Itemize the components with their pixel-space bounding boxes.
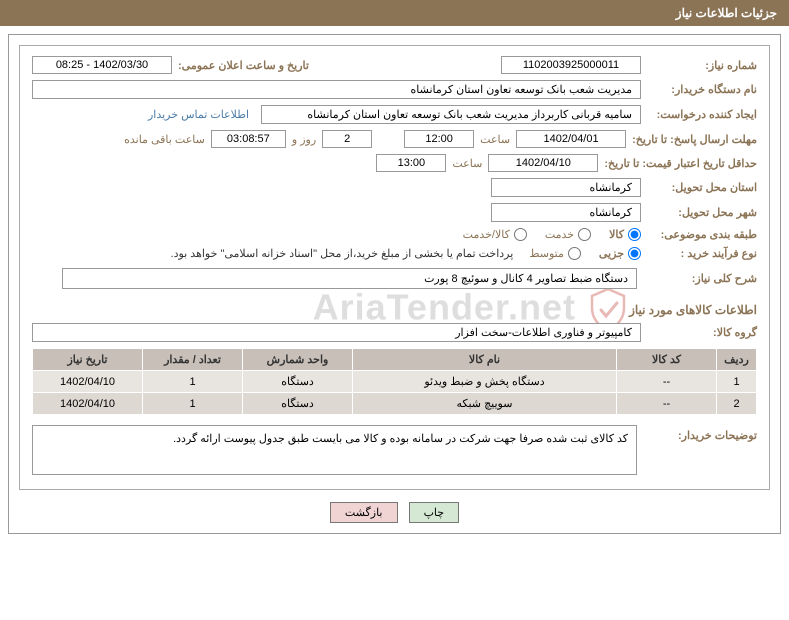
purchase-type-label: نوع فرآیند خرید : [647, 247, 757, 260]
province-label: استان محل تحویل: [647, 181, 757, 194]
th-date: تاریخ نیاز [33, 349, 143, 371]
general-desc-label: شرح کلی نیاز: [647, 272, 757, 285]
row-min-validity: حداقل تاریخ اعتبار قیمت: تا تاریخ: 1402/… [32, 154, 757, 172]
table-row: 2 -- سوییچ شبکه دستگاه 1 1402/04/10 [33, 393, 757, 415]
goods-group-label: گروه کالا: [647, 326, 757, 339]
buyer-notes-label: توضیحات خریدار: [647, 425, 757, 442]
radio-both-input[interactable] [514, 228, 527, 241]
button-row: چاپ بازگشت [19, 502, 770, 523]
goods-info-title: اطلاعات کالاهای مورد نیاز [32, 303, 757, 317]
content-area: شماره نیاز: 1102003925000011 تاریخ و ساع… [32, 56, 757, 475]
cell-name: سوییچ شبکه [353, 393, 617, 415]
th-idx: ردیف [717, 349, 757, 371]
requester-label: ایجاد کننده درخواست: [647, 108, 757, 121]
radio-service[interactable]: خدمت [545, 228, 591, 241]
goods-group-value: کامپیوتر و فناوری اطلاعات-سخت افزار [32, 323, 641, 342]
cell-date: 1402/04/10 [33, 393, 143, 415]
row-goods-group: گروه کالا: کامپیوتر و فناوری اطلاعات-سخت… [32, 323, 757, 342]
cell-code: -- [617, 371, 717, 393]
radio-both[interactable]: کالا/خدمت [463, 228, 527, 241]
cell-qty: 1 [143, 393, 243, 415]
row-buyer-org: نام دستگاه خریدار: مدیریت شعب بانک توسعه… [32, 80, 757, 99]
details-panel: AriaTender.net شماره نیاز: 1102003925000… [19, 45, 770, 490]
radio-medium-input[interactable] [568, 247, 581, 260]
main-container: AriaTender.net شماره نیاز: 1102003925000… [8, 34, 781, 534]
min-validity-label: حداقل تاریخ اعتبار قیمت: تا تاریخ: [604, 157, 757, 170]
min-validity-date: 1402/04/10 [488, 154, 598, 172]
days-remaining: 2 [322, 130, 372, 148]
th-qty: تعداد / مقدار [143, 349, 243, 371]
time-remaining: 03:08:57 [211, 130, 286, 148]
print-button[interactable]: چاپ [409, 502, 460, 523]
row-city: شهر محل تحویل: کرمانشاه [32, 203, 757, 222]
purchase-radio-group: جزیی متوسط [529, 247, 641, 260]
header-title: جزئیات اطلاعات نیاز [676, 6, 777, 20]
th-name: نام کالا [353, 349, 617, 371]
th-unit: واحد شمارش [243, 349, 353, 371]
remaining-label: ساعت باقی مانده [124, 133, 205, 146]
table-header-row: ردیف کد کالا نام کالا واحد شمارش تعداد /… [33, 349, 757, 371]
page-header: جزئیات اطلاعات نیاز [0, 0, 789, 26]
radio-medium[interactable]: متوسط [529, 247, 581, 260]
cell-unit: دستگاه [243, 393, 353, 415]
row-buyer-notes: توضیحات خریدار: کد کالای ثبت شده صرفا جه… [32, 425, 757, 475]
city-value: کرمانشاه [491, 203, 641, 222]
radio-partial[interactable]: جزیی [599, 247, 641, 260]
th-code: کد کالا [617, 349, 717, 371]
cell-name: دستگاه پخش و ضبط ویدئو [353, 371, 617, 393]
days-label: روز و [292, 133, 316, 146]
category-label: طبقه بندی موضوعی: [647, 228, 757, 241]
table-row: 1 -- دستگاه پخش و ضبط ویدئو دستگاه 1 140… [33, 371, 757, 393]
min-validity-time: 13:00 [376, 154, 446, 172]
cell-idx: 2 [717, 393, 757, 415]
contact-buyer-link[interactable]: اطلاعات تماس خریدار [148, 108, 249, 121]
need-number-label: شماره نیاز: [647, 59, 757, 72]
announce-label: تاریخ و ساعت اعلان عمومی: [178, 59, 309, 72]
announce-value: 1402/03/30 - 08:25 [32, 56, 172, 74]
buyer-notes-value: کد کالای ثبت شده صرفا جهت شرکت در سامانه… [32, 425, 637, 475]
buyer-org-label: نام دستگاه خریدار: [647, 83, 757, 96]
province-value: کرمانشاه [491, 178, 641, 197]
cell-date: 1402/04/10 [33, 371, 143, 393]
back-button[interactable]: بازگشت [330, 502, 398, 523]
deadline-time: 12:00 [404, 130, 474, 148]
time-label-1: ساعت [480, 133, 510, 146]
need-number-value: 1102003925000011 [501, 56, 641, 74]
cell-qty: 1 [143, 371, 243, 393]
radio-goods[interactable]: کالا [609, 228, 641, 241]
general-desc-value: دستگاه ضبط تصاویر 4 کانال و سوئیچ 8 پورت [62, 268, 637, 289]
purchase-note: پرداخت تمام یا بخشی از مبلغ خرید،از محل … [171, 247, 514, 260]
row-general-desc: شرح کلی نیاز: دستگاه ضبط تصاویر 4 کانال … [32, 268, 757, 289]
cell-code: -- [617, 393, 717, 415]
city-label: شهر محل تحویل: [647, 206, 757, 219]
radio-partial-input[interactable] [628, 247, 641, 260]
time-label-2: ساعت [452, 157, 482, 170]
row-deadline: مهلت ارسال پاسخ: تا تاریخ: 1402/04/01 سا… [32, 130, 757, 148]
row-category: طبقه بندی موضوعی: کالا خدمت کالا/خدمت [32, 228, 757, 241]
row-purchase-type: نوع فرآیند خرید : جزیی متوسط پرداخت تمام… [32, 247, 757, 260]
radio-service-input[interactable] [578, 228, 591, 241]
cell-unit: دستگاه [243, 371, 353, 393]
category-radio-group: کالا خدمت کالا/خدمت [463, 228, 641, 241]
goods-table: ردیف کد کالا نام کالا واحد شمارش تعداد /… [32, 348, 757, 415]
cell-idx: 1 [717, 371, 757, 393]
deadline-date: 1402/04/01 [516, 130, 626, 148]
requester-value: سامیه قربانی کاربرداز مدیریت شعب بانک تو… [261, 105, 641, 124]
row-province: استان محل تحویل: کرمانشاه [32, 178, 757, 197]
row-requester: ایجاد کننده درخواست: سامیه قربانی کاربرد… [32, 105, 757, 124]
buyer-org-value: مدیریت شعب بانک توسعه تعاون استان کرمانش… [32, 80, 641, 99]
deadline-label: مهلت ارسال پاسخ: تا تاریخ: [632, 133, 757, 146]
row-need-number: شماره نیاز: 1102003925000011 تاریخ و ساع… [32, 56, 757, 74]
radio-goods-input[interactable] [628, 228, 641, 241]
